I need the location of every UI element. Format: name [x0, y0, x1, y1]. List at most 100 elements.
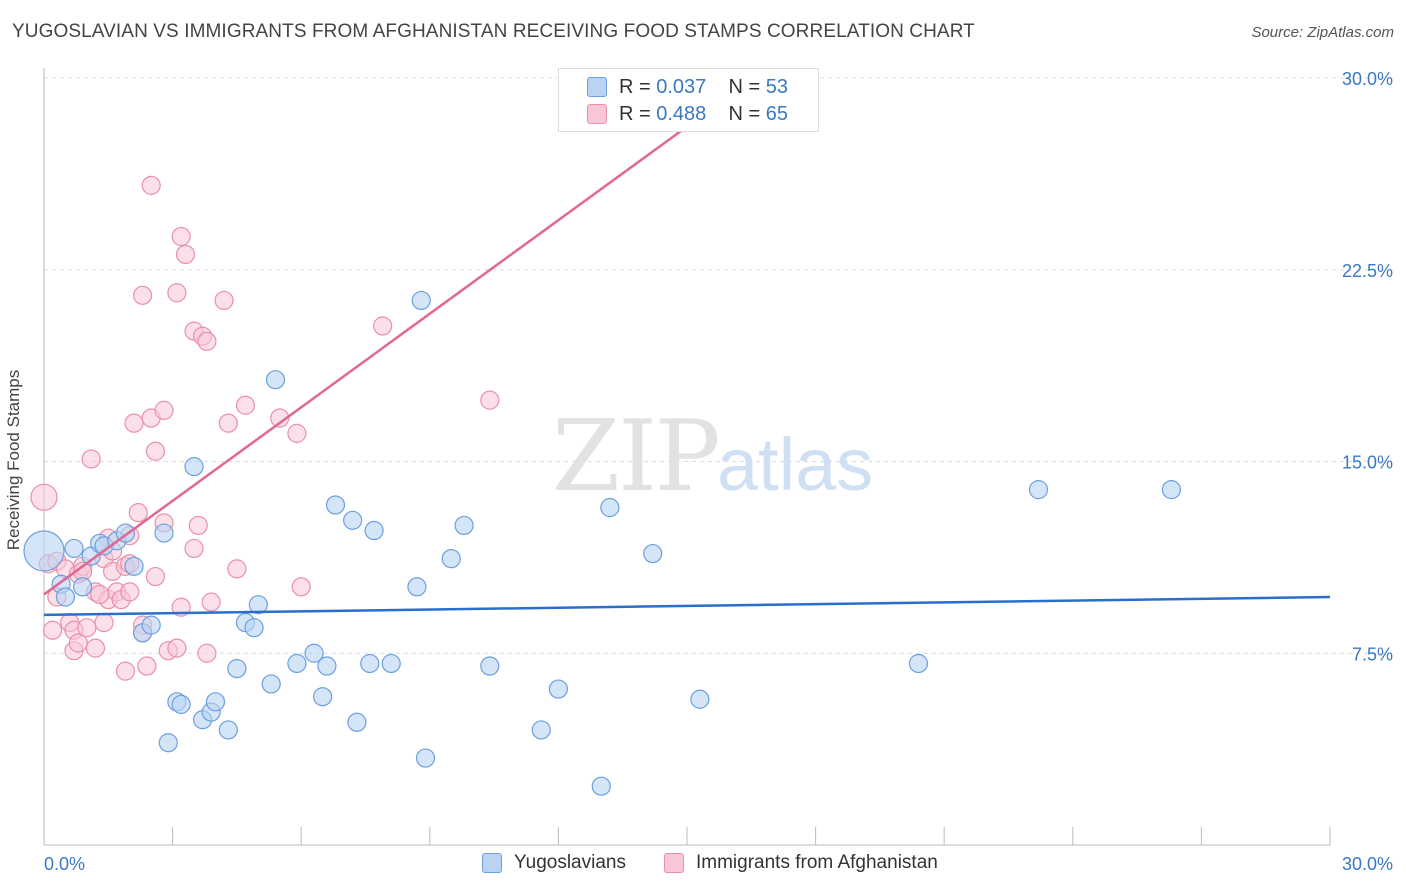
data-point-yugoslavians — [248, 595, 268, 615]
data-point-afghanistan — [145, 441, 166, 461]
source-credit: Source: ZipAtlas.com — [1251, 24, 1394, 41]
data-point-yugoslavians — [381, 653, 401, 674]
stats-swatch-pink — [587, 104, 607, 124]
data-point-afghanistan — [120, 582, 140, 602]
legend: Yugoslavians Immigrants from Afghanistan — [0, 851, 1406, 877]
stats-r-label: R = — [619, 103, 657, 125]
x-tick-label-max: 30.0% — [1342, 854, 1393, 874]
data-point-yugoslavians — [158, 733, 178, 753]
data-point-yugoslavians — [360, 653, 380, 674]
data-point-yugoslavians — [343, 510, 363, 530]
data-point-yugoslavians — [313, 687, 333, 707]
trend-line-afghanistan — [43, 125, 688, 596]
stats-r-value: 0.488 — [656, 103, 707, 125]
data-point-afghanistan — [235, 395, 256, 415]
data-point-afghanistan — [218, 413, 238, 433]
data-point-yugoslavians — [531, 720, 551, 740]
stats-n-value: 65 — [765, 103, 789, 125]
data-point-yugoslavians — [643, 543, 663, 564]
data-point-afghanistan — [90, 584, 110, 605]
legend-label: Immigrants from Afghanistan — [696, 852, 938, 873]
stats-swatch-blue — [587, 77, 607, 97]
chart-title: YUGOSLAVIAN VS IMMIGRANTS FROM AFGHANIST… — [12, 21, 975, 42]
grid-lines — [44, 77, 1392, 654]
data-point-yugoslavians — [600, 497, 620, 518]
legend-label: Yugoslavians — [514, 852, 626, 873]
data-point-yugoslavians — [548, 679, 569, 699]
data-point-afghanistan — [81, 449, 101, 469]
data-point-afghanistan — [167, 283, 187, 303]
stats-r-value: 0.037 — [656, 76, 707, 98]
data-point-yugoslavians — [325, 495, 346, 515]
x-tick-label-min: 0.0% — [44, 854, 85, 874]
y-axis-label: Receiving Food Stamps — [4, 369, 23, 551]
data-point-yugoslavians — [227, 658, 247, 679]
stats-r-label: R = — [619, 76, 657, 98]
data-point-yugoslavians — [205, 692, 226, 712]
y-tick-label: 22.5% — [1342, 261, 1393, 281]
data-point-yugoslavians — [64, 538, 84, 559]
data-point-yugoslavians — [261, 674, 281, 694]
data-point-afghanistan — [132, 285, 153, 305]
stats-n-label: N = — [728, 103, 766, 125]
data-point-yugoslavians — [141, 615, 161, 635]
data-point-afghanistan — [227, 559, 247, 579]
axes — [43, 68, 1331, 846]
data-point-afghanistan — [480, 390, 500, 410]
data-point-yugoslavians — [55, 587, 76, 607]
data-point-yugoslavians — [23, 530, 65, 572]
data-point-afghanistan — [291, 577, 311, 597]
y-tick-label: 15.0% — [1342, 453, 1393, 473]
watermark-atlas: atlas — [717, 423, 873, 506]
data-point-afghanistan — [137, 656, 157, 676]
watermark-zip: ZIP — [552, 400, 719, 514]
data-point-afghanistan — [85, 638, 106, 658]
watermark: ZIP atlas — [552, 400, 873, 514]
data-point-yugoslavians — [908, 653, 929, 674]
data-point-yugoslavians — [411, 290, 431, 311]
data-point-afghanistan — [124, 413, 144, 433]
data-point-afghanistan — [145, 566, 166, 587]
data-point-afghanistan — [154, 400, 174, 420]
trend-lines — [43, 125, 1331, 617]
data-point-yugoslavians — [72, 577, 93, 597]
data-point-yugoslavians — [154, 523, 174, 543]
y-tick-label: 7.5% — [1352, 644, 1393, 664]
data-point-afghanistan — [128, 503, 148, 523]
stats-n-label: N = — [728, 76, 766, 98]
data-point-afghanistan — [188, 515, 208, 536]
data-point-yugoslavians — [1161, 480, 1181, 500]
data-point-yugoslavians — [304, 643, 324, 663]
data-point-afghanistan — [94, 612, 114, 633]
data-point-yugoslavians — [265, 370, 286, 390]
data-point-afghanistan — [42, 620, 63, 640]
data-point-afghanistan — [115, 661, 136, 681]
data-point-yugoslavians — [415, 748, 436, 768]
data-point-afghanistan — [270, 408, 290, 428]
data-point-yugoslavians — [1028, 480, 1049, 500]
data-point-yugoslavians — [690, 689, 710, 709]
data-point-afghanistan — [201, 592, 221, 612]
data-point-yugoslavians — [441, 549, 461, 569]
data-point-afghanistan — [68, 633, 88, 653]
trend-line-yugoslavians — [43, 595, 1331, 617]
data-point-yugoslavians — [364, 520, 384, 541]
data-point-yugoslavians — [171, 694, 191, 714]
data-point-afghanistan — [287, 423, 307, 443]
data-point-afghanistan — [141, 175, 161, 195]
data-point-yugoslavians — [317, 656, 337, 676]
data-point-yugoslavians — [454, 515, 474, 536]
data-point-afghanistan — [77, 618, 97, 638]
legend-swatch-pink — [664, 853, 684, 873]
data-point-afghanistan — [197, 643, 217, 663]
series-afghanistan-points — [30, 175, 500, 681]
data-point-afghanistan — [214, 290, 234, 311]
data-point-afghanistan — [197, 331, 217, 351]
tick-labels: 7.5% 15.0% 22.5% 30.0% 0.0% 30.0% — [44, 69, 1393, 874]
data-point-yugoslavians — [480, 656, 500, 676]
data-point-afghanistan — [175, 244, 196, 265]
data-point-yugoslavians — [591, 776, 611, 796]
data-point-afghanistan — [30, 483, 58, 511]
data-point-afghanistan — [373, 316, 393, 336]
